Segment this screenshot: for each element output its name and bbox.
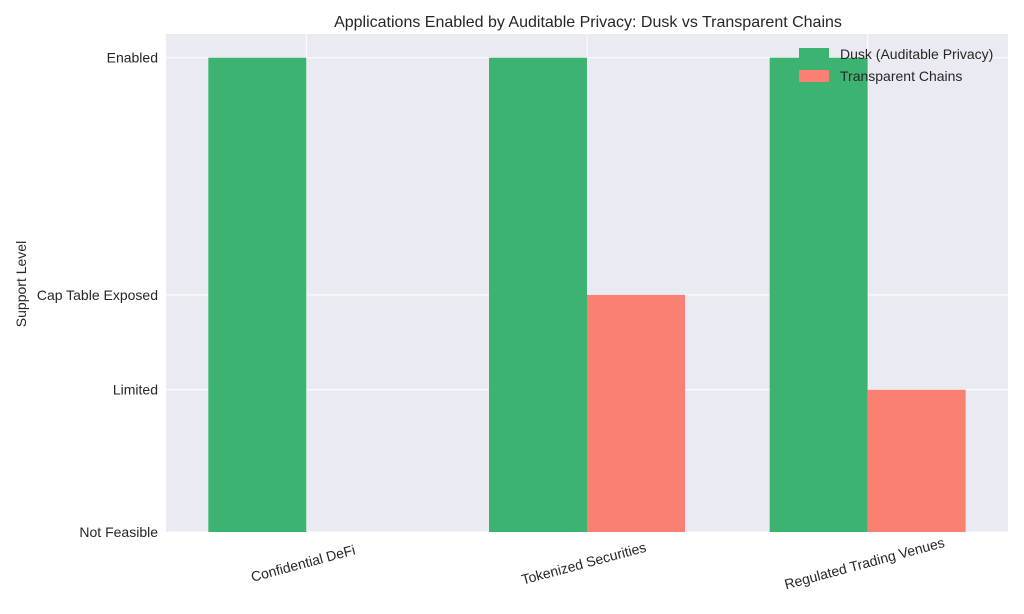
legend-label: Dusk (Auditable Privacy) [840, 46, 993, 62]
y-tick-label: Not Feasible [79, 524, 158, 540]
bar-dusk-2 [769, 57, 868, 532]
x-tick-label: Tokenized Securities [520, 539, 648, 588]
legend: Dusk (Auditable Privacy) Transparent Chai… [799, 46, 993, 84]
bar-dusk-0 [208, 57, 307, 532]
x-tick-label: Confidential DeFi [249, 542, 357, 585]
chart-title: Applications Enabled by Auditable Privac… [334, 14, 842, 31]
bars [208, 57, 966, 532]
watermark: @ Juna G [887, 576, 1015, 604]
x-tick-labels: Confidential DeFi Tokenized Securities Reg… [249, 534, 946, 592]
bar-transparent-1 [587, 294, 685, 532]
legend-swatch [799, 70, 829, 82]
y-tick-label: Cap Table Exposed [37, 287, 158, 303]
legend-label: Transparent Chains [840, 68, 962, 84]
bar-dusk-1 [489, 57, 587, 532]
y-axis-label: Support Level [13, 241, 29, 327]
y-tick-label: Enabled [107, 50, 158, 66]
legend-swatch [799, 48, 829, 60]
watermark-text: @ Juna G [916, 578, 1015, 603]
diamond-logo-icon [887, 576, 915, 604]
y-tick-labels: Not Feasible Limited Cap Table Exposed Enab… [37, 50, 158, 540]
bar-transparent-2 [867, 389, 966, 532]
y-tick-label: Limited [113, 382, 158, 398]
